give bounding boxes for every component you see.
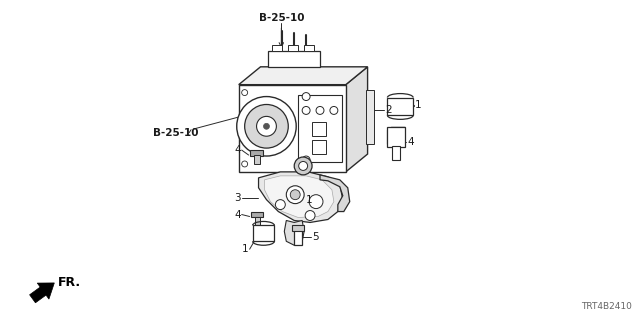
Circle shape — [305, 211, 315, 220]
Circle shape — [294, 157, 312, 175]
Bar — [239, 85, 346, 172]
Circle shape — [330, 107, 338, 114]
Circle shape — [242, 90, 248, 96]
Bar — [304, 45, 314, 51]
Bar — [255, 217, 260, 227]
Text: 3: 3 — [234, 193, 241, 203]
Bar — [253, 155, 260, 164]
Circle shape — [302, 92, 310, 100]
Bar — [292, 225, 304, 231]
Bar — [312, 122, 326, 136]
Text: 1: 1 — [242, 244, 248, 254]
Bar — [288, 45, 298, 51]
Bar — [365, 90, 374, 144]
Text: 1: 1 — [306, 195, 313, 205]
Polygon shape — [29, 284, 51, 303]
Circle shape — [302, 156, 310, 164]
Text: 5: 5 — [312, 232, 319, 242]
Circle shape — [309, 195, 323, 209]
Polygon shape — [239, 67, 367, 85]
Bar — [392, 146, 400, 160]
Circle shape — [299, 162, 308, 171]
Polygon shape — [284, 220, 304, 245]
Circle shape — [302, 107, 310, 114]
Circle shape — [316, 107, 324, 114]
Polygon shape — [264, 176, 334, 218]
Bar — [298, 95, 342, 162]
Bar — [273, 45, 282, 51]
Polygon shape — [320, 175, 349, 212]
Circle shape — [244, 105, 288, 148]
Bar — [294, 229, 302, 245]
Bar — [387, 127, 405, 147]
Circle shape — [291, 190, 300, 200]
Circle shape — [237, 97, 296, 156]
Text: 2: 2 — [385, 105, 392, 116]
Polygon shape — [346, 67, 367, 172]
Circle shape — [286, 186, 304, 204]
Text: FR.: FR. — [58, 276, 81, 289]
Circle shape — [264, 123, 269, 129]
Text: 4: 4 — [407, 137, 414, 147]
Bar — [253, 225, 275, 241]
Text: 4: 4 — [234, 145, 241, 155]
Text: B-25-10: B-25-10 — [259, 13, 304, 23]
Text: 4: 4 — [234, 210, 241, 220]
Text: 1: 1 — [415, 100, 422, 110]
Polygon shape — [37, 283, 54, 299]
Bar — [387, 98, 413, 116]
Circle shape — [275, 200, 285, 210]
Bar — [312, 140, 326, 154]
Bar — [251, 212, 262, 218]
Polygon shape — [387, 127, 405, 144]
Text: B-25-10: B-25-10 — [154, 128, 199, 138]
Bar — [250, 150, 264, 156]
Circle shape — [242, 161, 248, 167]
Circle shape — [257, 116, 276, 136]
Text: TRT4B2410: TRT4B2410 — [581, 302, 632, 311]
Bar — [268, 51, 320, 67]
Polygon shape — [259, 172, 343, 222]
